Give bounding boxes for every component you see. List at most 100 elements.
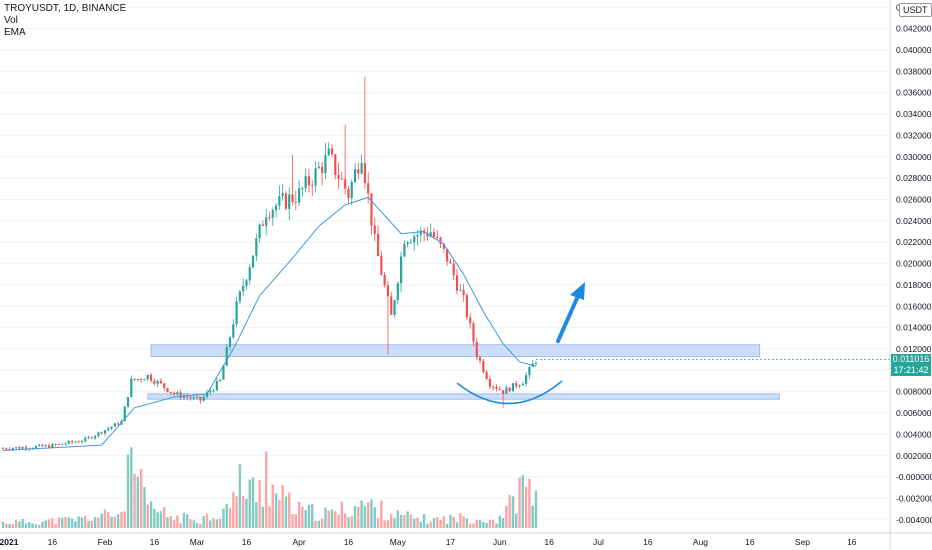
candle-body	[419, 230, 422, 235]
time-tick-label: Feb	[98, 537, 113, 547]
candle-body	[80, 441, 84, 443]
volume-bar	[136, 476, 140, 528]
volume-bar	[179, 523, 182, 528]
candle-body	[367, 183, 370, 194]
candle-body	[432, 232, 436, 237]
candle-body	[255, 238, 258, 256]
volume-bar	[422, 514, 426, 528]
volume-bar	[291, 514, 294, 528]
volume-bar	[139, 468, 143, 528]
price-tick-label: 0.042000	[896, 24, 932, 34]
time-tick-label: 16	[544, 537, 554, 547]
currency-badge[interactable]: USDT	[899, 3, 932, 17]
candle-body	[409, 242, 413, 244]
time-tick-label: 16	[847, 537, 857, 547]
candle-body	[383, 274, 386, 286]
candle-body	[347, 188, 350, 199]
candle-body	[235, 301, 238, 325]
resistance-zone[interactable]	[150, 344, 761, 357]
candle-body	[130, 378, 133, 398]
volume-bar	[166, 517, 169, 528]
volume-bar	[432, 518, 436, 528]
volume-bar	[31, 523, 34, 528]
price-tick-label: 0.012000	[896, 344, 932, 354]
candle-body	[515, 383, 518, 387]
candle-body	[393, 300, 396, 315]
volume-bar	[186, 514, 189, 528]
volume-bar	[324, 507, 327, 528]
candle-body	[41, 444, 44, 447]
volume-bar	[205, 513, 209, 528]
volume-bar	[228, 508, 232, 528]
candle-body	[478, 357, 482, 361]
ema-indicator-label[interactable]: EMA	[4, 27, 26, 38]
price-tick-label: 0.038000	[896, 66, 932, 76]
candle-body	[126, 397, 130, 407]
volume-bar	[357, 506, 360, 528]
volume-bar	[511, 496, 515, 528]
candle-body	[146, 374, 149, 380]
price-tick-label: -0.000000	[896, 472, 932, 482]
volume-bar	[41, 521, 44, 528]
candle-body	[248, 267, 251, 281]
volume-bar	[5, 523, 8, 528]
volume-bar	[199, 523, 202, 528]
candle-body	[307, 176, 311, 186]
volume-bar	[429, 521, 432, 528]
volume-bar	[314, 520, 317, 528]
volume-bar	[294, 514, 298, 528]
time-tick-label: 17	[446, 537, 456, 547]
support-zone[interactable]	[147, 393, 780, 400]
candle-body	[472, 323, 475, 342]
candle-body	[47, 445, 51, 448]
candle-body	[274, 205, 278, 210]
volume-bar	[399, 514, 403, 528]
candle-body	[172, 392, 176, 395]
volume-bar	[274, 493, 278, 528]
time-axis[interactable]: 2021 16 Feb 16 Mar 16 Apr 16 May 17 Jun 16 Jul 16 Aug 1…	[0, 537, 857, 547]
candle-body	[390, 296, 393, 315]
volume-bar	[534, 490, 538, 528]
candle-body	[212, 390, 215, 392]
volume-bar	[297, 502, 301, 528]
volume-bar	[396, 510, 399, 528]
price-axis[interactable]: 0.0440000.0420000.0400000.0380000.036000…	[896, 2, 932, 525]
candles-series	[1, 76, 890, 452]
volume-bar	[265, 451, 268, 528]
candle-body	[271, 209, 274, 218]
candle-body	[18, 447, 21, 449]
volume-bar	[468, 523, 472, 528]
volume-bar	[21, 518, 24, 528]
price-tick-label: 0.034000	[896, 109, 932, 119]
candle-body	[284, 193, 288, 209]
volume-bar	[459, 513, 462, 528]
volume-bar	[383, 520, 386, 528]
volume-bar	[67, 517, 70, 528]
candle-body	[149, 374, 153, 381]
volume-bar	[28, 522, 31, 528]
candle-body	[265, 217, 268, 226]
time-tick-label: Jul	[593, 537, 604, 547]
candle-body	[70, 440, 74, 443]
candle-body	[21, 447, 24, 449]
volume-bar	[54, 524, 57, 528]
candle-body	[363, 163, 366, 184]
volume-bar	[248, 479, 251, 528]
volume-bar	[482, 522, 485, 528]
candle-body	[228, 337, 232, 347]
volume-bar	[212, 517, 215, 528]
volume-bar	[110, 516, 113, 528]
candle-body	[54, 444, 57, 446]
candle-body	[11, 448, 14, 450]
candle-body	[51, 444, 54, 448]
candle-body	[64, 443, 67, 445]
volume-bar	[353, 506, 357, 528]
volume-bar	[393, 518, 396, 528]
volume-bar	[84, 515, 87, 528]
candle-body	[143, 379, 146, 381]
vol-indicator-label[interactable]: Vol	[4, 15, 18, 26]
volume-bar	[172, 520, 176, 528]
symbol-title[interactable]: TROYUSDT, 1D, BINANCE	[4, 3, 127, 14]
price-tick-label: 0.024000	[896, 216, 932, 226]
